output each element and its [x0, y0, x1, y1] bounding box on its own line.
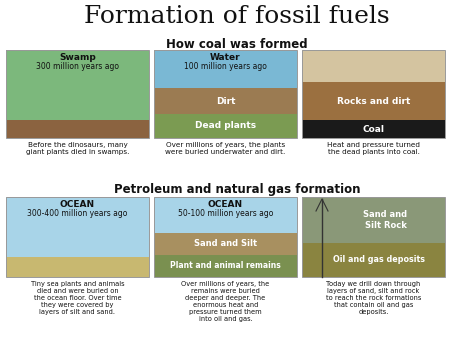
- Text: How coal was formed: How coal was formed: [166, 38, 308, 51]
- Text: 300-400 million years ago: 300-400 million years ago: [27, 209, 128, 218]
- Bar: [6, 50, 149, 138]
- Bar: [302, 197, 445, 277]
- Bar: [6, 197, 149, 277]
- Bar: [154, 50, 297, 138]
- Text: Coal: Coal: [363, 125, 384, 133]
- Text: Before the dinosaurs, many
giant plants died in swamps.: Before the dinosaurs, many giant plants …: [26, 142, 129, 155]
- Text: Plant and animal remains: Plant and animal remains: [170, 262, 281, 271]
- Bar: [154, 255, 297, 277]
- Bar: [6, 120, 149, 138]
- Bar: [302, 50, 445, 138]
- Bar: [154, 233, 297, 255]
- Text: Oil and gas deposits: Oil and gas deposits: [334, 256, 426, 264]
- Bar: [154, 88, 297, 114]
- Text: 100 million years ago: 100 million years ago: [184, 62, 267, 71]
- Text: Dirt: Dirt: [216, 97, 235, 105]
- Text: Rocks and dirt: Rocks and dirt: [337, 97, 410, 105]
- Text: Today we drill down through
layers of sand, silt and rock
to reach the rock form: Today we drill down through layers of sa…: [326, 281, 421, 315]
- Bar: [302, 50, 445, 82]
- Bar: [302, 243, 445, 277]
- Text: OCEAN: OCEAN: [60, 200, 95, 209]
- Text: Tiny sea plants and animals
died and were buried on
the ocean floor. Over time
t: Tiny sea plants and animals died and wer…: [31, 281, 124, 315]
- Bar: [6, 50, 149, 138]
- Bar: [154, 197, 297, 277]
- Text: OCEAN: OCEAN: [208, 200, 243, 209]
- Bar: [302, 82, 445, 120]
- Text: Over millions of years, the plants
were buried underwater and dirt.: Over millions of years, the plants were …: [165, 142, 286, 155]
- Text: Dead plants: Dead plants: [195, 121, 256, 131]
- Text: Petroleum and natural gas formation: Petroleum and natural gas formation: [114, 183, 360, 196]
- Text: 300 million years ago: 300 million years ago: [36, 62, 119, 71]
- Bar: [302, 197, 445, 243]
- Text: Sand and Silt: Sand and Silt: [194, 240, 257, 248]
- Bar: [154, 197, 297, 233]
- Bar: [154, 50, 297, 88]
- Bar: [154, 114, 297, 138]
- Text: Over millions of years, the
remains were buried
deeper and deeper. The
enormous : Over millions of years, the remains were…: [182, 281, 270, 322]
- Text: Heat and pressure turned
the dead plants into coal.: Heat and pressure turned the dead plants…: [327, 142, 420, 155]
- Bar: [6, 257, 149, 277]
- Text: Swamp: Swamp: [59, 53, 96, 62]
- Text: Sand and
Silt Rock: Sand and Silt Rock: [364, 210, 408, 230]
- Text: Water: Water: [210, 53, 241, 62]
- Bar: [6, 197, 149, 257]
- Text: 50-100 million years ago: 50-100 million years ago: [178, 209, 273, 218]
- Text: Formation of fossil fuels: Formation of fossil fuels: [84, 5, 390, 28]
- Bar: [302, 120, 445, 138]
